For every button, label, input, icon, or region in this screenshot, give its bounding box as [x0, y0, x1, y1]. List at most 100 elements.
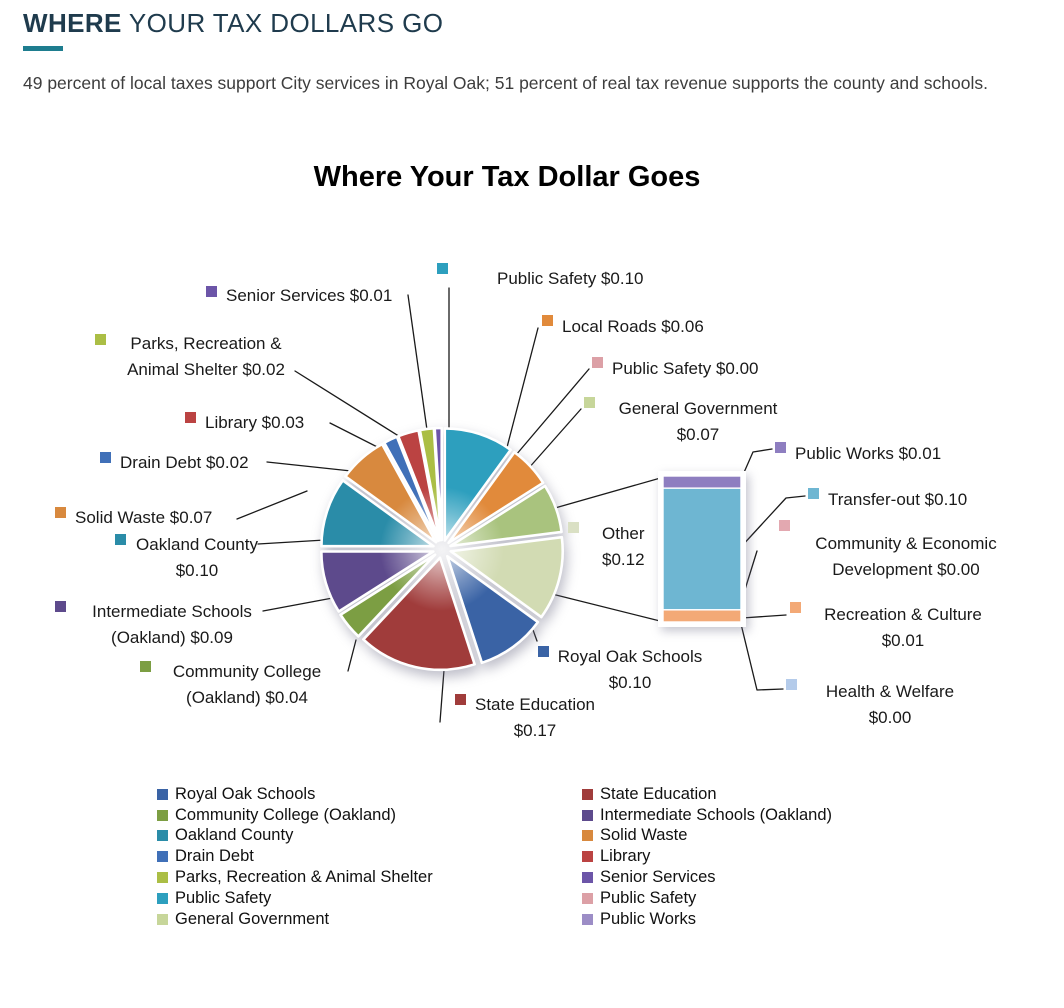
pie-chart [320, 426, 564, 672]
page-title-bold: WHERE [23, 8, 122, 38]
legend-label: General Government [175, 909, 330, 928]
callout-parks-recreation-line-1: Animal Shelter $0.02 [127, 360, 285, 379]
callout-oakland-county-line-1: $0.10 [175, 561, 219, 580]
legend-label: Parks, Recreation & Animal Shelter [175, 868, 433, 887]
callout-public-safety-city: Public Safety $0.10 [497, 266, 643, 292]
callout-state-education-line-1: $0.17 [513, 721, 557, 740]
legend-item-left-0: Royal Oak Schools [157, 784, 433, 805]
callout-community-college: Community College (Oakland) $0.04 [173, 659, 321, 711]
leader-line-community-college [347, 639, 357, 672]
callout-transfer-out-line-0: Transfer-out $0.10 [828, 490, 968, 509]
callout-royal-oak-schools-line-1: $0.10 [608, 673, 652, 692]
legend-item-right-0: State Education [582, 784, 832, 805]
callout-drain-debt: Drain Debt $0.02 [120, 450, 249, 476]
legend-label: Public Safety [600, 888, 697, 907]
leader-line-transfer-out [739, 495, 806, 549]
callout-marker-general-government [584, 397, 595, 408]
pie-center-sheen [380, 487, 504, 611]
callout-marker-intermediate-schools [55, 601, 66, 612]
leader-line-solid-waste [236, 490, 308, 520]
callout-marker-community-college [140, 661, 151, 672]
callout-marker-library [185, 412, 196, 423]
callout-health-welfare-line-1: $0.00 [868, 708, 912, 727]
callout-drain-debt-line-0: Drain Debt $0.02 [120, 453, 249, 472]
legend-swatch [582, 913, 593, 925]
callout-health-welfare-line-0: Health & Welfare [825, 682, 955, 701]
callout-marker-state-education [455, 694, 466, 705]
legend-item-right-1: Intermediate Schools (Oakland) [582, 805, 832, 826]
legend-swatch [157, 872, 168, 884]
callout-marker-local-roads [542, 315, 553, 326]
callout-community-college-line-1: (Oakland) $0.04 [186, 688, 308, 707]
legend-swatch [582, 892, 593, 904]
legend-label: Senior Services [600, 868, 716, 887]
leader-line-intermediate-schools [262, 596, 339, 612]
breakout-bar [658, 471, 746, 627]
callout-marker-transfer-out [808, 488, 819, 499]
callout-intermediate-schools-line-1: (Oakland) $0.09 [111, 628, 233, 647]
callout-solid-waste: Solid Waste $0.07 [75, 505, 212, 531]
legend-item-left-6: General Government [157, 909, 433, 930]
legend-item-right-4: Senior Services [582, 867, 832, 888]
chart-title: Where Your Tax Dollar Goes [313, 161, 701, 193]
legend-swatch [157, 830, 168, 842]
callout-general-government-line-1: $0.07 [676, 425, 720, 444]
bar-segment-0 [662, 475, 742, 489]
callout-transfer-out: Transfer-out $0.10 [828, 487, 967, 513]
page-title: WHERE YOUR TAX DOLLARS GO [23, 8, 443, 39]
callout-marker-royal-oak-schools [538, 646, 549, 657]
callout-community-college-line-0: Community College [172, 662, 322, 681]
callout-senior-services: Senior Services $0.01 [226, 283, 392, 309]
legend-item-left-1: Community College (Oakland) [157, 805, 433, 826]
callout-library: Library $0.03 [205, 410, 304, 436]
callout-state-education-line-0: State Education [474, 695, 596, 714]
leader-line-oakland-county [257, 539, 326, 545]
callout-royal-oak-schools-line-0: Royal Oak Schools [557, 647, 703, 666]
leader-line-recreation-culture [741, 614, 787, 619]
callout-marker-recreation-culture [790, 602, 801, 613]
legend-swatch [582, 851, 593, 863]
callout-parks-recreation-line-0: Parks, Recreation & [130, 334, 282, 353]
callout-other-line-1: $0.12 [602, 550, 645, 569]
legend-label: Oakland County [175, 826, 294, 845]
legend-item-right-3: Library [582, 846, 832, 867]
leader-line-senior-services [407, 294, 429, 438]
callout-public-safety-zero: Public Safety $0.00 [612, 356, 758, 382]
legend-swatch [157, 892, 168, 904]
callout-recreation-culture-line-0: Recreation & Culture [824, 605, 982, 624]
callout-community-economic-development: Community & Economic Development $0.00 [815, 531, 996, 583]
callout-local-roads: Local Roads $0.06 [562, 314, 704, 340]
legend-label: Community College (Oakland) [175, 805, 397, 824]
callout-community-economic-development-line-1: Development $0.00 [832, 560, 980, 579]
leader-line-health-welfare [740, 623, 784, 691]
legend-swatch [157, 851, 168, 863]
callout-marker-solid-waste [55, 507, 66, 518]
legend-label: Public Safety [175, 888, 272, 907]
callout-health-welfare: Health & Welfare $0.00 [826, 679, 954, 731]
legend-item-right-2: Solid Waste [582, 826, 832, 847]
callout-intermediate-schools-line-0: Intermediate Schools [92, 602, 252, 621]
leader-lines [236, 287, 806, 723]
title-accent-underline [23, 46, 63, 51]
legend-label: Library [600, 847, 651, 866]
legend-item-left-3: Drain Debt [157, 846, 433, 867]
callout-state-education: State Education $0.17 [475, 692, 595, 744]
callout-recreation-culture: Recreation & Culture $0.01 [824, 602, 982, 654]
callout-marker-parks-recreation [95, 334, 106, 345]
legend-swatch [157, 913, 168, 925]
callout-general-government-line-0: General Government [618, 399, 778, 418]
callout-public-works-line-0: Public Works $0.01 [795, 444, 942, 463]
callout-marker-health-welfare [786, 679, 797, 690]
legend-swatch [582, 872, 593, 884]
callout-oakland-county: Oakland County $0.10 [136, 532, 258, 584]
legend-swatch [157, 809, 168, 821]
leader-line-public-safety-zero [509, 368, 590, 463]
callout-marker-community-economic-development [779, 520, 790, 531]
legend-swatch [157, 788, 168, 800]
bar-segment-3 [662, 609, 742, 623]
callout-marker-oakland-county [115, 534, 126, 545]
legend-label: Intermediate Schools (Oakland) [600, 805, 833, 824]
legend-item-left-5: Public Safety [157, 888, 433, 909]
